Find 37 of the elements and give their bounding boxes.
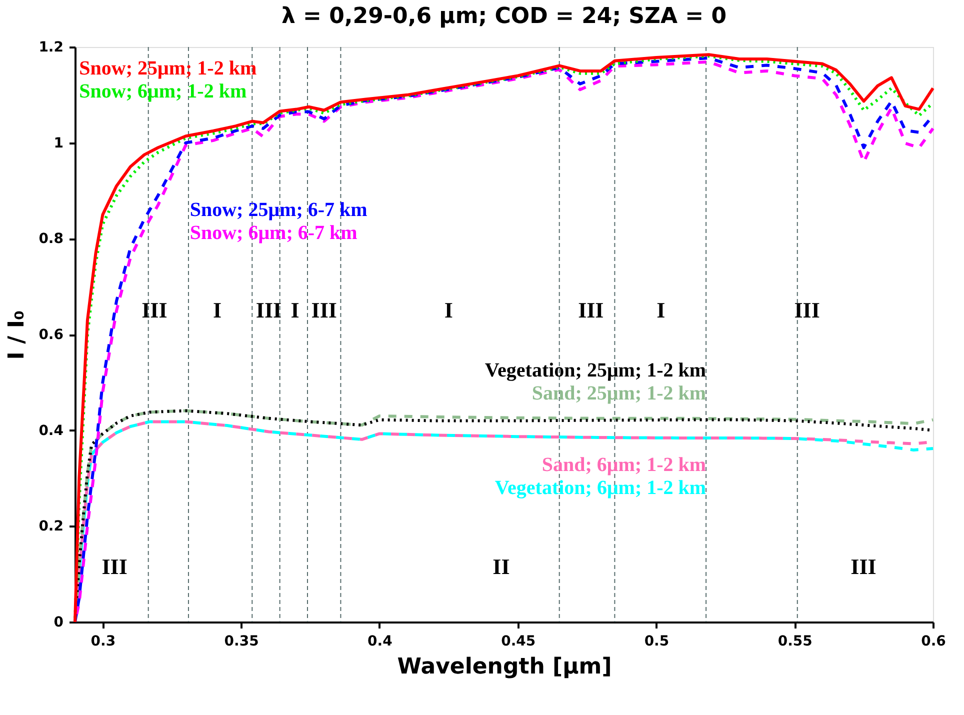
y-tick-label: 0.2 — [38, 518, 64, 535]
annotation: I — [656, 298, 666, 323]
y-tick-label: 0 — [54, 614, 64, 630]
series-label: Sand; 6μm; 1-2 km — [542, 454, 706, 476]
x-tick-label: 0.45 — [501, 634, 536, 650]
series-label: Vegetation; 25μm; 1-2 km — [484, 359, 706, 382]
annotation: III — [142, 298, 168, 323]
series-label: Snow; 25μm; 1-2 km — [79, 58, 257, 80]
annotation: II — [492, 554, 510, 579]
annotation: I — [290, 298, 300, 323]
annotation: I — [212, 298, 222, 323]
annotation: III — [256, 298, 282, 323]
chart-title: λ = 0,29-0,6 μm; COD = 24; SZA = 0 — [281, 4, 727, 29]
x-tick-label: 0.3 — [90, 634, 116, 650]
x-tick-label: 0.35 — [224, 634, 259, 650]
y-tick-label: 1 — [54, 135, 64, 152]
x-tick-label: 0.55 — [778, 634, 812, 650]
annotation: I — [444, 298, 453, 323]
y-tick-label: 0.4 — [38, 422, 64, 439]
x-tick-label: 0.4 — [368, 634, 393, 650]
annotation: III — [102, 554, 128, 579]
annotation: III — [578, 298, 604, 323]
series-label: Snow; 6μm; 6-7 km — [190, 222, 358, 244]
y-tick-label: 0.6 — [38, 327, 64, 343]
annotation: III — [850, 554, 876, 579]
x-tick-label: 0.5 — [644, 634, 670, 650]
annotation: III — [794, 298, 820, 323]
y-axis-title: I / I₀ — [4, 310, 30, 360]
annotation: III — [311, 298, 337, 323]
y-tick-label: 1.2 — [38, 40, 64, 56]
series-label: Snow; 6μm; 1-2 km — [79, 80, 247, 103]
series-label: Sand; 25μm; 1-2 km — [532, 382, 706, 404]
series-label: Vegetation; 6μm; 1-2 km — [494, 476, 706, 499]
y-tick-label: 0.8 — [38, 231, 64, 248]
x-axis-title: Wavelength [μm] — [397, 654, 612, 680]
x-tick-label: 0.6 — [921, 634, 946, 650]
series-label: Snow; 25μm; 6-7 km — [190, 198, 368, 221]
